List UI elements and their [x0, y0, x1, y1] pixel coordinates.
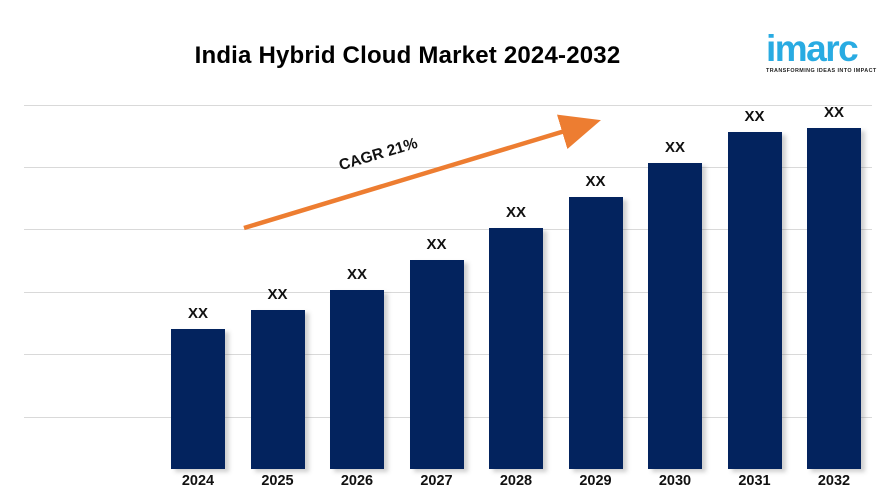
- value-label-2028: XX: [505, 204, 526, 221]
- imarc-tagline: TRANSFORMING IDEAS INTO IMPACT: [766, 68, 877, 74]
- value-label-2029: XX: [585, 173, 606, 190]
- year-label-2030: 2030: [658, 473, 692, 489]
- year-label-2029: 2029: [579, 473, 612, 489]
- value-label-2031: XX: [744, 108, 765, 125]
- bar-2026: [330, 290, 384, 469]
- year-label-2024: 2024: [181, 473, 215, 489]
- year-label-2032: 2032: [817, 473, 851, 489]
- value-label-2025: XX: [267, 286, 288, 303]
- bar-2031: [727, 132, 782, 469]
- bar-2024: [171, 329, 225, 469]
- year-label-2025: 2025: [261, 473, 294, 489]
- bar-2030: [648, 163, 702, 469]
- value-label-2032: XX: [823, 104, 844, 121]
- year-label-2027: 2027: [420, 473, 453, 489]
- value-label-2024: XX: [187, 305, 208, 322]
- bar-2032: [807, 128, 861, 469]
- gridline: [24, 229, 872, 230]
- year-label-2026: 2026: [340, 473, 374, 489]
- bar-2025: [250, 310, 305, 469]
- imarc-logo: imarc TRANSFORMING IDEAS INTO IMPACT: [766, 28, 877, 75]
- value-label-2027: XX: [426, 236, 447, 253]
- value-label-2026: XX: [346, 266, 367, 283]
- gridline: [24, 105, 872, 106]
- chart-title: India Hybrid Cloud Market 2024-2032: [194, 42, 621, 69]
- bar-2027: [409, 260, 464, 469]
- imarc-wordmark: imarc: [766, 28, 859, 69]
- year-label-2028: 2028: [499, 473, 533, 489]
- bar-2029: [568, 197, 623, 469]
- value-label-2030: XX: [664, 139, 685, 156]
- year-label-2031: 2031: [738, 473, 771, 489]
- bar-2028: [489, 228, 543, 469]
